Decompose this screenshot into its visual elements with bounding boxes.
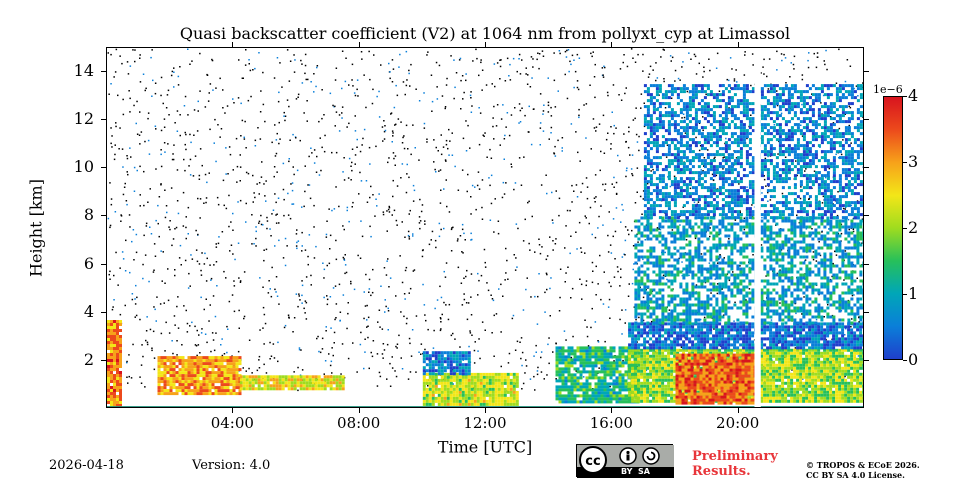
surface-layer [107, 406, 863, 407]
y-tick-label: 8 [83, 205, 94, 225]
x-tick-label: 04:00 [210, 414, 254, 432]
x-tick-mark [611, 42, 613, 47]
x-tick-mark [232, 42, 234, 47]
copyright-notice: © TROPOS & ECoE 2026. CC BY SA 4.0 Licen… [806, 460, 920, 480]
backscatter-layer-3 [422, 372, 519, 406]
y-tick-label: 2 [83, 349, 94, 369]
backscatter-layer-5 [555, 346, 640, 404]
y-tick-label: 10 [73, 157, 94, 177]
colorbar-tick-label: 0 [908, 350, 919, 369]
y-tick-mark [101, 167, 106, 169]
y-tick-mark [864, 263, 869, 265]
heatmap-canvas [107, 48, 863, 407]
colorbar-tick-mark [903, 228, 907, 229]
colorbar-tick-label: 3 [908, 152, 919, 171]
y-tick-mark [101, 311, 106, 313]
colorbar-tick-mark [903, 96, 907, 97]
y-tick-label: 4 [83, 301, 94, 321]
preliminary-line1: Preliminary [692, 449, 778, 464]
y-tick-mark [864, 119, 869, 121]
y-tick-mark [101, 215, 106, 217]
y-tick-mark [101, 263, 106, 265]
x-tick-label: 12:00 [463, 414, 507, 432]
y-tick-mark [864, 311, 869, 313]
copyright-line1: © TROPOS & ECoE 2026. [806, 460, 920, 470]
data-gap [754, 48, 761, 407]
colorbar-exponent: 1e−6 [873, 83, 903, 96]
y-tick-label: 6 [83, 253, 94, 273]
y-tick-mark [864, 167, 869, 169]
y-tick-mark [101, 359, 106, 361]
preliminary-notice: Preliminary Results. [692, 449, 778, 479]
copyright-line2: CC BY SA 4.0 License. [806, 470, 905, 480]
cc-license-badge: cc BY SA [576, 444, 674, 478]
backscatter-layer-1 [157, 356, 242, 396]
x-tick-mark [358, 408, 360, 413]
x-tick-label: 16:00 [589, 414, 633, 432]
noise-speckle [107, 48, 863, 392]
colorbar-tick-mark [903, 360, 907, 361]
colorbar-tick-mark [903, 294, 907, 295]
colorbar-tick-label: 4 [908, 86, 919, 105]
backscatter-layer-8 [628, 322, 863, 350]
x-tick-mark [485, 42, 486, 47]
x-tick-mark [737, 42, 739, 47]
colorbar-tick-label: 2 [908, 218, 919, 237]
x-tick-label: 08:00 [337, 414, 381, 432]
x-tick-mark [232, 408, 234, 413]
x-tick-mark [358, 42, 360, 47]
y-tick-mark [101, 71, 106, 73]
y-tick-mark [101, 119, 106, 121]
colorbar-tick-mark [903, 162, 907, 163]
x-axis-label: Time [UTC] [437, 437, 533, 457]
y-tick-mark [864, 215, 869, 217]
x-tick-mark [485, 408, 486, 413]
preliminary-line2: Results. [692, 464, 751, 479]
colorbar [883, 96, 903, 360]
x-tick-mark [737, 408, 739, 413]
y-tick-label: 12 [73, 109, 94, 129]
x-tick-mark [611, 408, 613, 413]
backscatter-layer-7 [675, 353, 757, 405]
backscatter-layer-0 [107, 320, 122, 407]
backscatter-layer-2 [239, 375, 345, 391]
backscatter-layer-9 [634, 216, 863, 325]
cc-badge-label: BY SA [621, 467, 650, 476]
footer-date: 2026-04-18 [49, 458, 124, 473]
x-tick-label: 20:00 [716, 414, 760, 432]
backscatter-layer-4 [422, 351, 471, 376]
y-tick-label: 14 [73, 61, 94, 81]
y-axis-label: Height [km] [26, 179, 46, 277]
backscatter-layer-10 [643, 84, 863, 220]
y-tick-mark [864, 359, 869, 361]
chart-title: Quasi backscatter coefficient (V2) at 10… [179, 24, 791, 43]
colorbar-tick-label: 1 [908, 284, 919, 303]
y-tick-mark [864, 71, 869, 73]
plot-area [106, 47, 864, 408]
footer-version: Version: 4.0 [192, 458, 271, 473]
